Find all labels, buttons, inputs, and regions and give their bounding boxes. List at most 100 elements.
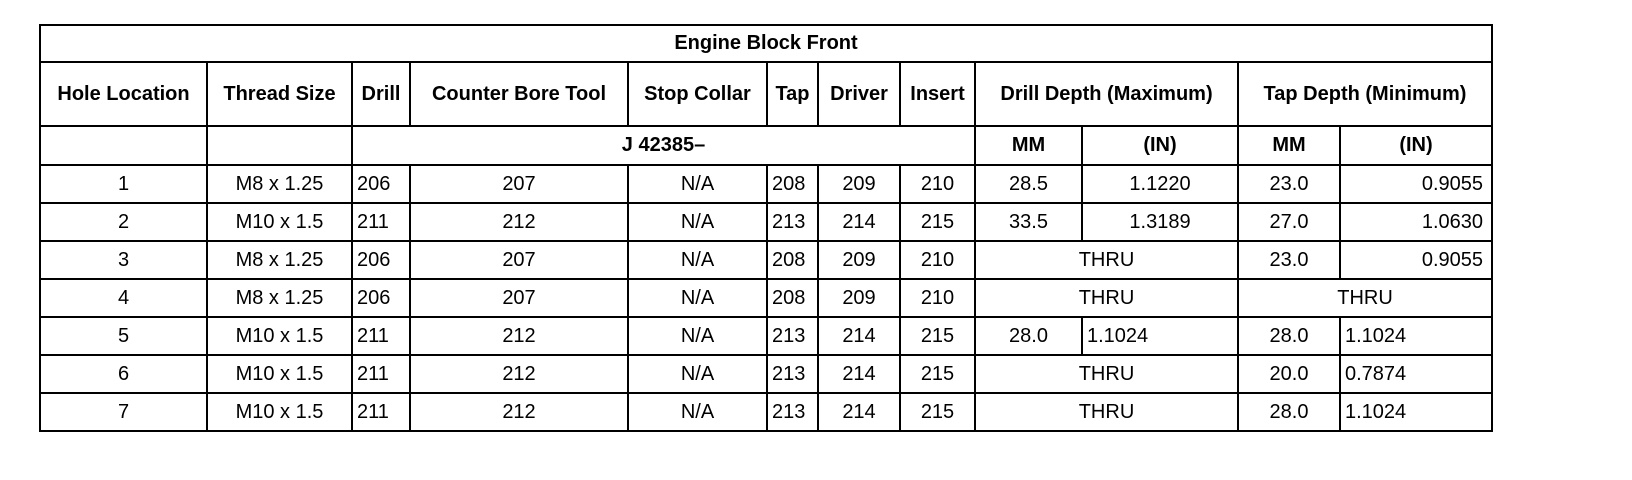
table-cell: 212: [409, 354, 629, 394]
header-thread-size: Thread Size: [206, 61, 353, 127]
table-cell: 215: [899, 354, 976, 394]
header-driver: Driver: [817, 61, 901, 127]
table-row: 1 M8 x 1.25 206 207 N/A 208 209 210 28.5 1.1220 23…: [39, 164, 1494, 204]
engine-block-front-table: Engine Block Front Hole Location Thread …: [38, 24, 1494, 432]
table-cell: 33.5: [974, 202, 1083, 242]
header-insert: Insert: [899, 61, 976, 127]
table-cell: N/A: [627, 392, 768, 432]
table-cell: 212: [409, 392, 629, 432]
table-cell: 1.3189: [1081, 202, 1239, 242]
table-row: 7 M10 x 1.5 211 212 N/A 213 214 215 THRU 28.0 1.10…: [39, 392, 1494, 432]
table-cell: 1.1024: [1338, 316, 1494, 356]
tap-depth-in-header: (IN): [1338, 125, 1494, 166]
table-cell: 211: [351, 354, 411, 394]
table-cell: N/A: [627, 354, 768, 394]
table-cell: 213: [766, 392, 819, 432]
table-cell: 209: [817, 164, 901, 204]
table-cell: 20.0: [1237, 354, 1341, 394]
table-cell: 28.0: [974, 316, 1083, 356]
table-cell: 23.0: [1237, 240, 1341, 280]
table-cell: THRU: [974, 392, 1239, 432]
subheader-empty: [206, 125, 353, 166]
table-cell: 6: [39, 354, 208, 394]
table-cell: 206: [351, 164, 411, 204]
drill-depth-mm-header: MM: [974, 125, 1083, 166]
table-cell: 0.9055: [1338, 240, 1494, 280]
table-cell: N/A: [627, 316, 768, 356]
subheader-empty: [39, 125, 208, 166]
table-cell: N/A: [627, 202, 768, 242]
tool-prefix: J 42385–: [351, 125, 976, 166]
header-stop-collar: Stop Collar: [627, 61, 768, 127]
table-cell: N/A: [627, 278, 768, 318]
table-cell: 210: [899, 240, 976, 280]
table-cell: THRU: [974, 354, 1239, 394]
header-drill: Drill: [351, 61, 411, 127]
table-cell: 0.9055: [1338, 164, 1494, 204]
table-cell: 213: [766, 202, 819, 242]
table-cell: THRU: [974, 240, 1239, 280]
table-cell: 5: [39, 316, 208, 356]
table-row: 4 M8 x 1.25 206 207 N/A 208 209 210 THRU THRU: [39, 278, 1494, 318]
table-cell: 210: [899, 164, 976, 204]
table-cell: 215: [899, 392, 976, 432]
table-cell: 3: [39, 240, 208, 280]
table-cell: 215: [899, 316, 976, 356]
table-cell: 207: [409, 164, 629, 204]
table-cell: 208: [766, 164, 819, 204]
table-cell: 214: [817, 392, 901, 432]
table-cell: 214: [817, 354, 901, 394]
table-cell: M10 x 1.5: [206, 392, 353, 432]
table-cell: M10 x 1.5: [206, 316, 353, 356]
table-cell: 206: [351, 240, 411, 280]
table-cell: N/A: [627, 240, 768, 280]
header-drill-depth: Drill Depth (Maximum): [974, 61, 1239, 127]
table-cell: 2: [39, 202, 208, 242]
table-row: 5 M10 x 1.5 211 212 N/A 213 214 215 28.0 1.1024 28…: [39, 316, 1494, 356]
table-cell: 27.0: [1237, 202, 1341, 242]
table-cell: M10 x 1.5: [206, 202, 353, 242]
table-cell: 28.0: [1237, 316, 1341, 356]
table-cell: 211: [351, 316, 411, 356]
table-cell: 214: [817, 316, 901, 356]
table-cell: 28.0: [1237, 392, 1341, 432]
table-cell: 214: [817, 202, 901, 242]
table-row: 6 M10 x 1.5 211 212 N/A 213 214 215 THRU 20.0 0.78…: [39, 354, 1494, 394]
table-cell: 215: [899, 202, 976, 242]
drill-depth-in-header: (IN): [1081, 125, 1239, 166]
header-tap: Tap: [766, 61, 819, 127]
header-hole-location: Hole Location: [39, 61, 208, 127]
tap-depth-mm-header: MM: [1237, 125, 1341, 166]
table-cell: 211: [351, 202, 411, 242]
table-cell: 1.1024: [1338, 392, 1494, 432]
table-cell: 1.1024: [1081, 316, 1239, 356]
header-counter-bore-tool: Counter Bore Tool: [409, 61, 629, 127]
table-cell: THRU: [1236, 278, 1494, 318]
table-cell: M8 x 1.25: [206, 164, 353, 204]
table-cell: 0.7874: [1338, 354, 1494, 394]
table-cell: 213: [766, 316, 819, 356]
table-cell: 1.0630: [1338, 202, 1494, 242]
table-cell: 210: [899, 278, 976, 318]
header-tap-depth: Tap Depth (Minimum): [1236, 61, 1494, 127]
table-cell: 4: [39, 278, 208, 318]
table-row: 2 M10 x 1.5 211 212 N/A 213 214 215 33.5 1.3189 27…: [39, 202, 1494, 242]
table-cell: 207: [409, 278, 629, 318]
table-cell: 7: [39, 392, 208, 432]
table-cell: 28.5: [974, 164, 1083, 204]
table-cell: THRU: [974, 278, 1239, 318]
table-title: Engine Block Front: [38, 24, 1494, 63]
table-row: 3 M8 x 1.25 206 207 N/A 208 209 210 THRU 23.0 0.90…: [39, 240, 1494, 280]
table-cell: M8 x 1.25: [206, 240, 353, 280]
table-cell: 208: [766, 240, 819, 280]
table-cell: 23.0: [1237, 164, 1341, 204]
table-cell: 213: [766, 354, 819, 394]
table-cell: 207: [409, 240, 629, 280]
table-cell: 1.1220: [1081, 164, 1239, 204]
table-cell: 212: [409, 316, 629, 356]
table-cell: N/A: [627, 164, 768, 204]
table-cell: 206: [351, 278, 411, 318]
table-cell: 1: [39, 164, 208, 204]
table-cell: M10 x 1.5: [206, 354, 353, 394]
table-cell: M8 x 1.25: [206, 278, 353, 318]
